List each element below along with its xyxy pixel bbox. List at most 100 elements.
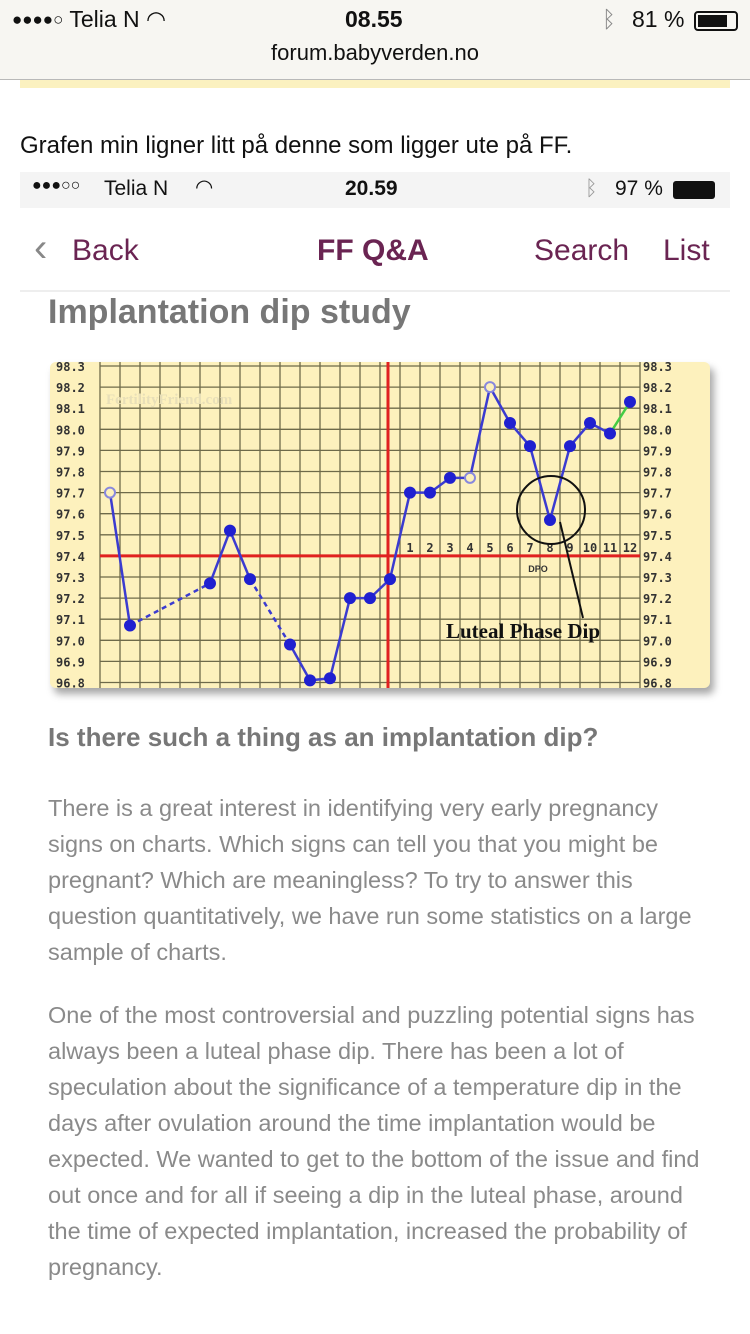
y-tick-label-left: 97.7 [56,487,85,501]
y-tick-label-left: 96.8 [56,677,85,689]
y-tick-label-right: 97.3 [643,571,672,585]
series-segment [468,386,492,479]
data-point [384,573,396,586]
chart-svg: 96.8 96.8 96.9 96.9 97.0 97.0 97.1 97.1 97.2 97.2… [56,360,672,691]
y-tick-label-right: 96.8 [643,677,672,689]
bbt-chart: 96.8 96.8 96.9 96.9 97.0 97.0 97.1 97.1 97.2 97.2… [50,360,710,691]
data-point [504,416,516,429]
y-tick-label-left: 97.5 [56,529,85,543]
dpo-tick-label: 5 [486,541,493,555]
data-point [244,573,256,586]
data-point [524,440,536,453]
data-point [364,592,376,605]
battery-icon [694,11,738,31]
nav-bar: ‹ Back FF Q&A Search List [20,226,730,276]
data-point [564,440,576,453]
battery-percent: 81 % [632,6,685,32]
y-tick-label-left: 96.9 [56,655,85,669]
article-title: Implantation dip study [48,293,411,331]
dpo-tick-label: 7 [526,541,533,555]
annotation-circle [516,475,586,546]
y-tick-label-right: 98.1 [643,402,672,416]
series-segment [248,578,292,646]
dpo-tick-label: 8 [546,541,553,555]
y-tick-label-left: 97.8 [56,466,85,480]
y-tick-label-left: 97.0 [56,634,85,648]
bluetooth-icon: ᛒ [602,6,616,32]
article-heading: Is there such a thing as an implantation… [48,722,599,752]
paragraph: One of the most controversial and puzzli… [48,1002,700,1280]
data-point [424,486,436,499]
data-point [584,416,596,429]
y-tick-label-right: 97.9 [643,444,672,458]
data-point [344,592,356,605]
embedded-status-bar: ●●●○○ Telia N ◠ 20.59 ᛒ 97 % [20,172,730,208]
y-tick-label-right: 97.6 [643,508,672,522]
bluetooth-icon: ᛒ [585,177,598,200]
y-tick-label-right: 98.3 [643,362,672,374]
series-segment [228,530,252,580]
data-point [484,381,496,394]
data-point [104,486,116,499]
data-point [444,471,456,484]
search-button[interactable]: Search [534,234,630,267]
y-tick-label-right: 97.7 [643,487,672,501]
data-point [204,577,216,590]
annotation-label: Luteal Phase Dip [446,619,600,643]
dpo-tick-label: 12 [623,541,637,555]
watermark: FertilityFriend.com [106,392,233,408]
series-segment [208,530,232,584]
y-tick-label-right: 97.4 [643,550,672,564]
chevron-left-icon[interactable]: ‹ [34,226,48,270]
carrier: Telia N [104,177,169,200]
y-tick-label-right: 97.5 [643,529,672,543]
y-tick-label-left: 97.3 [56,571,85,585]
y-tick-label-left: 98.2 [56,381,85,395]
y-tick-label-right: 98.0 [643,423,672,437]
dpo-tick-label: 9 [566,541,573,555]
y-tick-label-right: 96.9 [643,655,672,669]
y-tick-label-right: 97.1 [643,613,672,627]
post-text: Grafen min ligner litt på denne som ligg… [20,132,573,159]
data-point [604,427,616,440]
y-tick-label-left: 98.0 [56,423,85,437]
clock: 08.55 [345,6,403,32]
data-point [464,471,476,484]
data-point [284,638,296,651]
dpo-tick-label: 10 [583,541,597,555]
series-segment [488,386,512,424]
signal-icon: ●●●●○ [12,10,64,29]
dpo-tick-label: 1 [406,541,413,555]
data-point [124,619,136,632]
y-tick-label-left: 97.1 [56,613,85,627]
y-tick-label-left: 98.3 [56,362,85,374]
series-segment [288,643,312,681]
url-bar[interactable]: forum.babyverden.no [271,40,479,65]
data-point [304,674,316,687]
dpo-tick-label: 2 [426,541,433,555]
series-segment [388,492,412,580]
wifi-icon: ◠ [146,6,167,32]
divider [20,290,730,292]
y-tick-label-right: 98.2 [643,381,672,395]
series-segment [528,445,552,521]
y-tick-label-left: 97.2 [56,592,85,606]
y-tick-label-left: 97.6 [56,508,85,522]
back-button[interactable]: Back [72,234,139,267]
data-point [624,395,636,408]
data-point [544,514,556,527]
clock: 20.59 [345,177,398,200]
data-point [224,524,236,537]
list-button[interactable]: List [663,234,710,267]
y-tick-label-right: 97.2 [643,592,672,606]
paragraph: There is a great interest in identifying… [48,795,692,965]
y-tick-label-left: 97.9 [56,444,85,458]
post-header-strip [20,80,730,88]
data-point [324,672,336,685]
series-segment [548,445,572,521]
wifi-icon: ◠ [195,176,214,199]
x-axis-label: DPO [528,564,548,574]
y-tick-label-left: 98.1 [56,402,85,416]
battery-icon [673,181,715,199]
y-tick-label-right: 97.0 [643,634,672,648]
